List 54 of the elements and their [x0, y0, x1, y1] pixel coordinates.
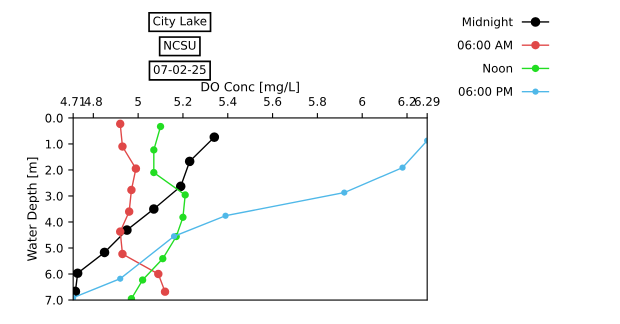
text: 07-02-25	[154, 65, 206, 74]
y-tick-label: 3.0	[46, 192, 63, 201]
y-axis-title: Water Depth [m]	[27, 158, 40, 262]
x-tick-label: 6	[359, 96, 366, 106]
point	[341, 189, 348, 196]
point	[210, 132, 220, 142]
y-tick-label: 7.0	[46, 296, 63, 305]
point	[118, 142, 127, 151]
point	[160, 287, 170, 296]
legend-label: Midnight	[462, 17, 513, 29]
point	[182, 191, 189, 199]
point	[118, 250, 127, 258]
y-tick-label: 1.0	[46, 140, 63, 149]
point	[179, 214, 187, 221]
point	[117, 276, 124, 282]
legend-label: Noon	[483, 64, 512, 73]
x-tick-label: 6.2	[398, 96, 416, 106]
point	[124, 207, 134, 216]
point	[132, 164, 140, 173]
point	[138, 276, 146, 284]
chart-title: City Lake	[153, 16, 206, 28]
x-axis-title: DO Conc [mg/L]	[202, 82, 299, 94]
point	[73, 268, 82, 278]
x-tick-label: 5.8	[308, 96, 326, 106]
y-tick-label: 4.0	[45, 218, 63, 227]
point	[150, 146, 158, 154]
y-tick-label: 6.0	[45, 270, 63, 279]
legend-label: 06:00 AM	[458, 40, 512, 50]
point	[176, 182, 186, 192]
point	[184, 156, 194, 166]
x-tick-label: 6.29	[414, 96, 440, 106]
x-tick-label: 4.8	[84, 96, 102, 106]
point	[156, 122, 164, 130]
x-tick-label: 4.71	[60, 97, 86, 106]
x-tick-label: 5.4	[219, 97, 236, 106]
point	[222, 212, 229, 219]
point	[116, 120, 124, 128]
point	[159, 254, 166, 262]
point	[154, 270, 163, 278]
point	[116, 227, 124, 236]
point	[399, 164, 406, 171]
legend-label: 06:00 PM	[458, 87, 512, 96]
point	[149, 204, 159, 214]
x-tick-label: 5.2	[174, 96, 192, 106]
chart-subtitle: NCSU	[164, 40, 196, 50]
point	[150, 168, 158, 176]
y-tick-label: 0.0	[45, 114, 63, 123]
y-tick-label: 2.0	[46, 166, 63, 175]
point	[127, 186, 136, 194]
y-tick-label: 5.0	[46, 244, 63, 253]
x-tick-label: 5.6	[264, 96, 282, 106]
x-tick-label: 5	[135, 97, 141, 106]
point	[170, 233, 178, 240]
point	[100, 248, 110, 258]
